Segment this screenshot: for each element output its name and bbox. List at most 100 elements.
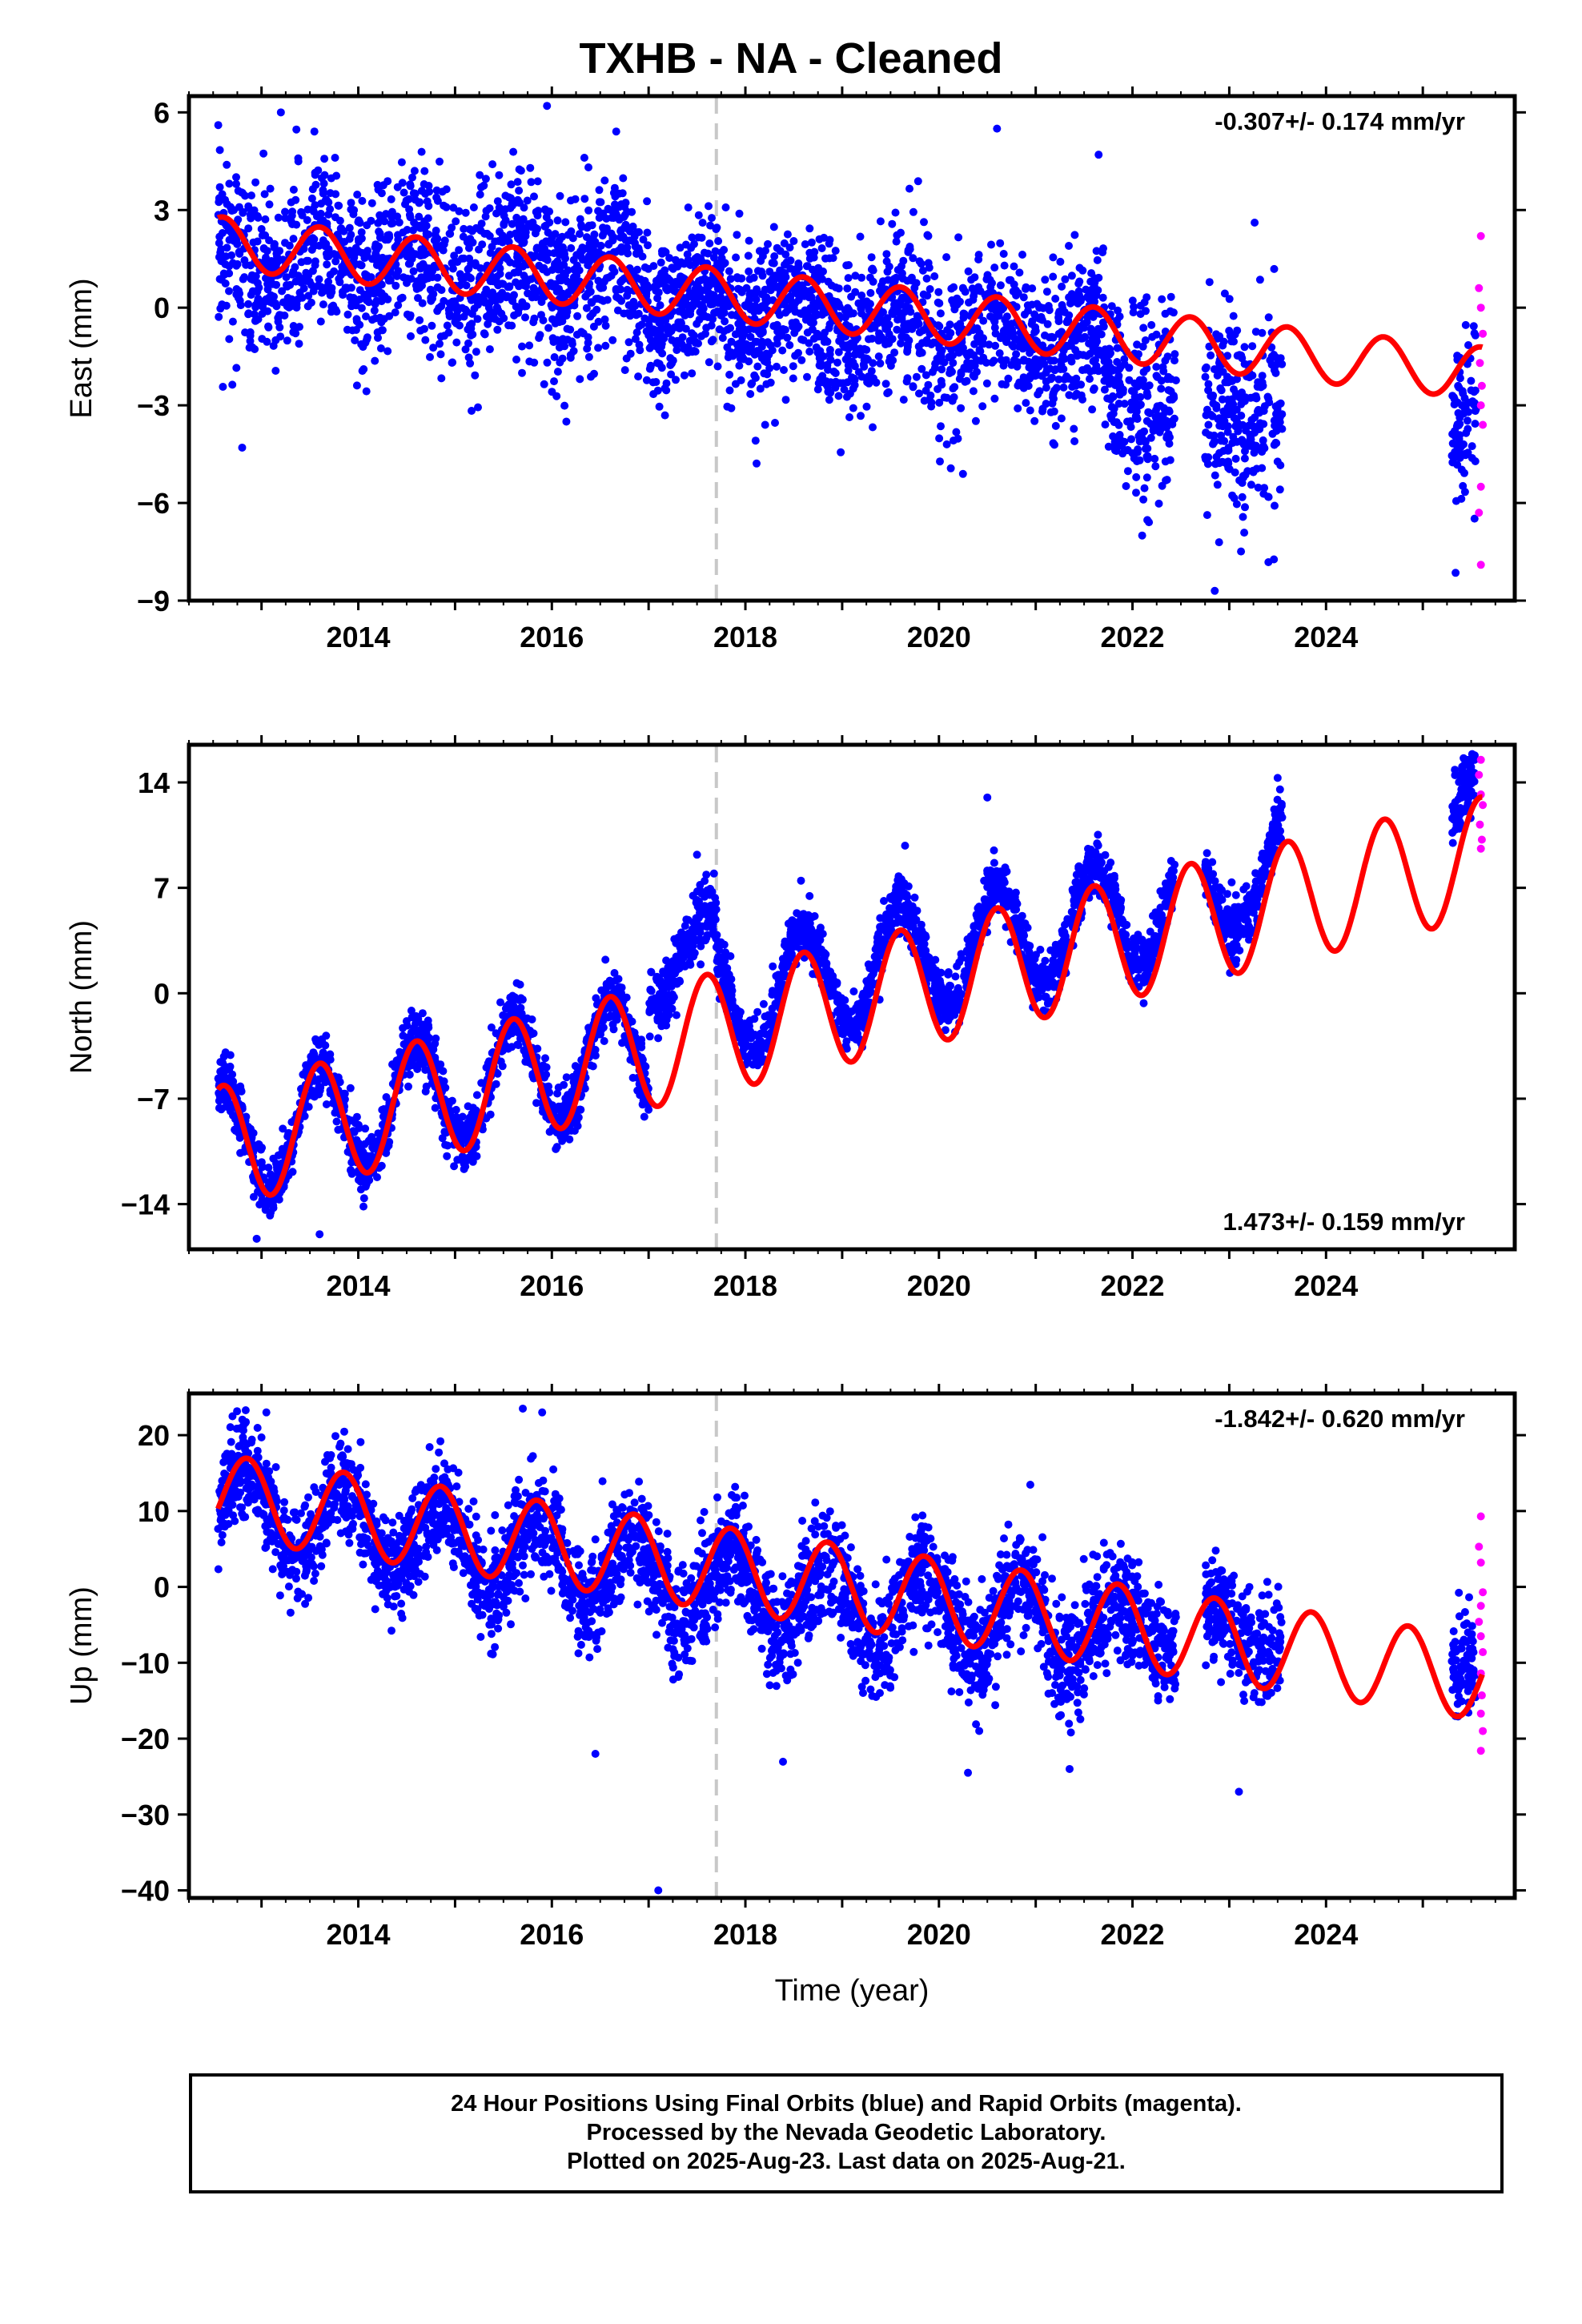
final-orbit-point [862,297,871,306]
final-orbit-point [1061,275,1070,283]
final-orbit-point [995,349,1004,358]
final-orbit-point [1168,395,1177,404]
final-orbit-point [608,336,617,344]
final-orbit-point [668,263,677,272]
x-tick-label: 2022 [1100,621,1164,653]
final-orbit-point [345,235,354,243]
final-orbit-point [1464,408,1473,416]
final-orbit-point [735,361,744,370]
final-orbit-point [1125,364,1134,372]
final-orbit-point [308,205,317,214]
final-orbit-point [610,267,619,276]
final-orbit-point [726,275,735,283]
final-orbit-point [319,300,327,309]
final-orbit-point [888,308,897,317]
final-orbit-point [347,283,355,292]
final-orbit-point [753,459,761,468]
final-orbit-point [290,326,299,335]
final-orbit-point [594,276,603,285]
y-tick-label: 6 [154,96,170,129]
final-orbit-point [639,235,648,244]
final-orbit-point [449,203,458,212]
final-orbit-point [418,299,427,308]
final-orbit-point [319,1048,327,1057]
final-orbit-point [1147,320,1156,329]
final-orbit-point [330,250,339,259]
final-orbit-point [360,254,369,263]
final-orbit-point [310,1092,319,1101]
final-orbit-point [740,329,749,338]
final-orbit-point [688,233,697,242]
final-orbit-point [355,296,364,304]
final-orbit-point [748,302,757,311]
final-orbit-point [665,285,674,294]
final-orbit-point [451,318,460,326]
final-orbit-point [768,346,777,355]
final-orbit-point [316,209,325,218]
final-orbit-point [476,190,484,199]
final-orbit-point [1009,329,1018,337]
final-orbit-point [558,354,567,363]
final-orbit-point [244,203,253,212]
final-orbit-point [261,231,270,239]
y-tick-label: 3 [154,194,170,227]
final-orbit-point [524,289,532,298]
final-orbit-point [670,323,679,332]
final-orbit-point [678,333,687,342]
final-orbit-point [1038,407,1046,416]
final-orbit-point [469,203,478,211]
final-orbit-point [773,340,781,348]
final-orbit-point [317,199,326,208]
final-orbit-point [1231,422,1240,431]
final-orbit-point [349,210,358,219]
final-orbit-point [766,378,775,387]
final-orbit-point [222,301,231,310]
final-orbit-point [595,186,604,195]
final-orbit-point [473,315,482,324]
final-orbit-point [978,402,987,411]
final-orbit-point [1009,342,1018,351]
final-orbit-point [806,304,815,312]
final-orbit-point [364,289,373,298]
final-orbit-point [640,1112,648,1121]
final-orbit-point [367,199,376,207]
final-orbit-point [383,177,392,186]
final-orbit-point [495,171,504,179]
rapid-orbit-point [1475,509,1484,517]
final-orbit-point [805,348,814,356]
final-orbit-point [1042,400,1050,408]
final-orbit-point [533,177,542,186]
final-orbit-point [431,1104,440,1112]
final-orbit-point [705,358,713,367]
final-orbit-point [407,1007,416,1015]
final-orbit-point [1026,406,1034,415]
final-orbit-point [276,108,285,117]
final-orbit-point [228,380,237,389]
final-orbit-point [1145,518,1154,527]
final-orbit-point [971,416,980,425]
final-orbit-point [825,239,833,248]
final-orbit-point [1142,473,1151,482]
final-orbit-point [632,249,641,258]
final-orbit-point [844,274,853,283]
final-orbit-point [1211,586,1219,595]
final-orbit-point [1223,372,1231,381]
final-orbit-point [552,1143,561,1152]
final-orbit-point [1101,420,1110,429]
final-orbit-point [466,235,475,243]
final-orbit-point [289,235,298,243]
final-orbit-point [609,1025,618,1034]
final-orbit-point [1005,275,1014,284]
final-orbit-point [403,279,411,287]
final-orbit-point [958,469,967,478]
final-orbit-point [845,261,853,269]
final-orbit-point [584,352,593,361]
final-orbit-point [1209,440,1217,448]
final-orbit-point [585,257,594,266]
final-orbit-point [1146,433,1155,442]
final-orbit-point [533,211,542,220]
final-orbit-point [616,278,625,287]
final-orbit-point [1092,361,1101,370]
rapid-orbit-point [1476,401,1485,410]
final-orbit-point [493,197,502,206]
